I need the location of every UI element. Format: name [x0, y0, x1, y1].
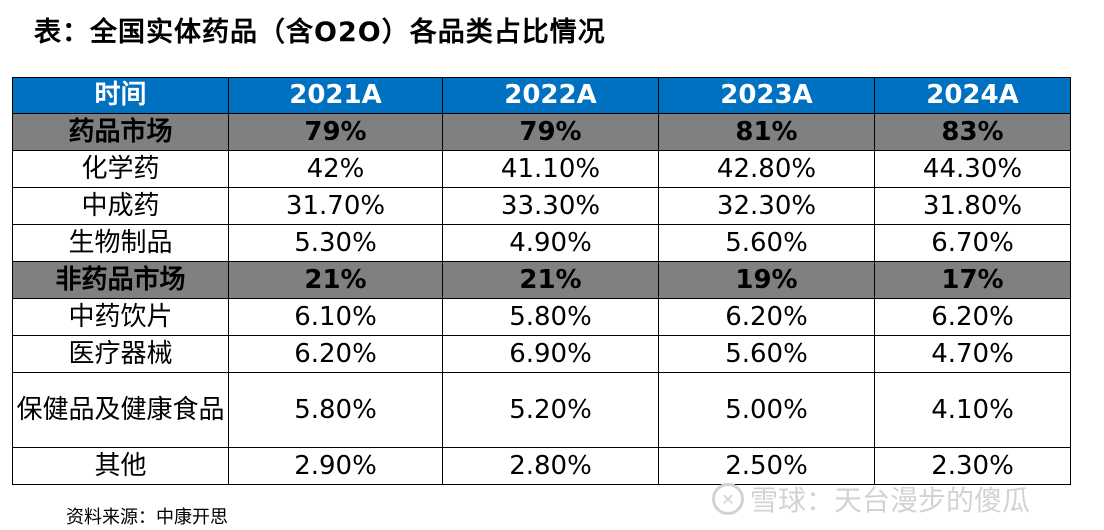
page-title: 表：全国实体药品（含O2O）各品类占比情况 [34, 17, 606, 48]
table-cell: 非药品市场 [12, 261, 229, 299]
table-cell: 药品市场 [12, 113, 229, 151]
table-cell: 5.80% [228, 372, 443, 448]
table-cell: 医疗器械 [12, 335, 229, 373]
table-cell: 6.90% [442, 335, 659, 373]
table-row: 中成药 31.70% 33.30% 32.30% 31.80% [12, 187, 1071, 225]
table-cell: 5.30% [228, 224, 443, 262]
table-cell: 2.90% [228, 447, 443, 485]
table-cell: 2.80% [442, 447, 659, 485]
table-cell: 21% [228, 261, 443, 299]
table-cell: 6.20% [874, 298, 1071, 336]
table-cell: 4.70% [874, 335, 1071, 373]
watermark: ✕ 雪球：天台漫步的傻瓜 [712, 479, 1030, 519]
table-cell: 79% [442, 113, 659, 151]
table-cell: 42% [228, 150, 443, 188]
table-cell: 83% [874, 113, 1071, 151]
table-row: 医疗器械 6.20% 6.90% 5.60% 4.70% [12, 335, 1071, 373]
table-cell: 44.30% [874, 150, 1071, 188]
table-cell: 生物制品 [12, 224, 229, 262]
table-cell: 4.90% [442, 224, 659, 262]
table-cell: 6.20% [658, 298, 875, 336]
table-row: 保健品及健康食品 5.80% 5.20% 5.00% 4.10% [12, 372, 1071, 448]
table-cell: 5.20% [442, 372, 659, 448]
table-cell: 41.10% [442, 150, 659, 188]
table-cell: 5.00% [658, 372, 875, 448]
table-cell: 31.70% [228, 187, 443, 225]
table-row: 生物制品 5.30% 4.90% 5.60% 6.70% [12, 224, 1071, 262]
header-cell: 2022A [442, 77, 659, 114]
watermark-text: 雪球：天台漫步的傻瓜 [750, 484, 1031, 517]
table-cell: 中药饮片 [12, 298, 229, 336]
table-cell: 中成药 [12, 187, 229, 225]
table-row: 化学药 42% 41.10% 42.80% 44.30% [12, 150, 1071, 188]
table-row: 其他 2.90% 2.80% 2.50% 2.30% [12, 447, 1071, 485]
header-cell: 2024A [874, 77, 1071, 114]
snowball-logo-icon: ✕ [712, 483, 744, 515]
table-cell: 2.50% [658, 447, 875, 485]
table-row-group: 药品市场 79% 79% 81% 83% [12, 113, 1071, 151]
table-cell: 19% [658, 261, 875, 299]
table-cell: 17% [874, 261, 1071, 299]
table-cell: 33.30% [442, 187, 659, 225]
table-cell: 81% [658, 113, 875, 151]
table-cell: 化学药 [12, 150, 229, 188]
table-cell: 5.80% [442, 298, 659, 336]
table-cell: 21% [442, 261, 659, 299]
table-cell: 32.30% [658, 187, 875, 225]
table-cell: 其他 [12, 447, 229, 485]
table-cell: 6.20% [228, 335, 443, 373]
table-cell: 79% [228, 113, 443, 151]
header-cell: 2023A [658, 77, 875, 114]
table-header-row: 时间 2021A 2022A 2023A 2024A [12, 77, 1071, 114]
header-cell: 2021A [228, 77, 443, 114]
table-cell: 42.80% [658, 150, 875, 188]
table-cell: 6.70% [874, 224, 1071, 262]
table-cell: 5.60% [658, 224, 875, 262]
table-cell: 4.10% [874, 372, 1071, 448]
table-cell: 5.60% [658, 335, 875, 373]
table-cell: 2.30% [874, 447, 1071, 485]
table-row-group: 非药品市场 21% 21% 19% 17% [12, 261, 1071, 299]
table-cell: 6.10% [228, 298, 443, 336]
source-note: 资料来源：中康开思 [66, 507, 228, 528]
market-share-table: 时间 2021A 2022A 2023A 2024A 药品市场 79% 79% … [12, 77, 1071, 485]
table-cell: 保健品及健康食品 [12, 372, 229, 448]
header-cell: 时间 [12, 77, 229, 114]
table-row: 中药饮片 6.10% 5.80% 6.20% 6.20% [12, 298, 1071, 336]
table-cell: 31.80% [874, 187, 1071, 225]
